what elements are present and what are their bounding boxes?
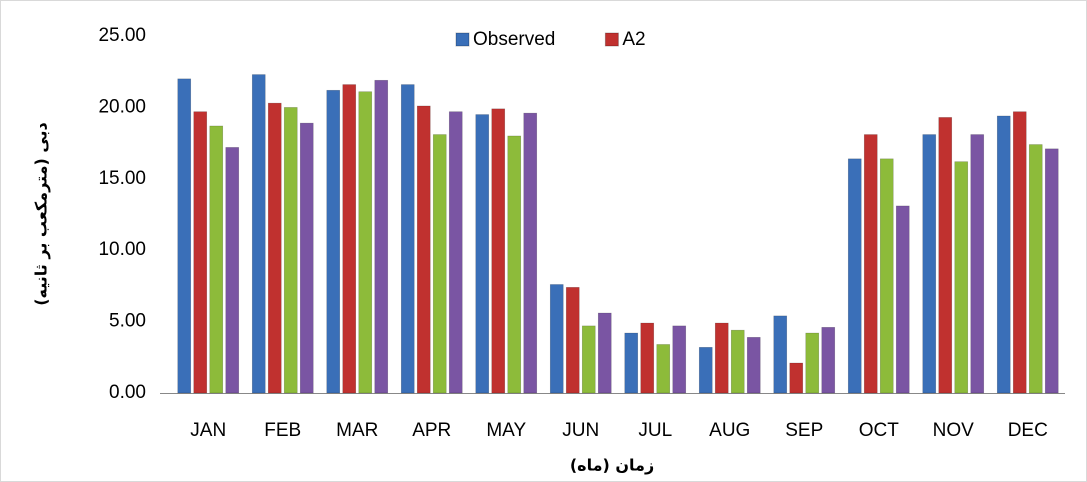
x-tick-label: APR: [412, 420, 451, 441]
bar: [374, 79, 389, 394]
bar: [225, 147, 240, 394]
bar: [416, 105, 431, 394]
legend-swatch: [455, 32, 470, 47]
y-tick-label: 0.00: [109, 382, 146, 403]
bar: [475, 114, 490, 394]
bar: [954, 161, 969, 394]
bar: [209, 125, 224, 394]
bar: [895, 205, 910, 394]
bar: [549, 284, 564, 394]
bar: [177, 78, 192, 394]
bar: [879, 158, 894, 394]
x-axis-title: زمان (ماه): [570, 456, 654, 475]
x-tick-label: NOV: [933, 420, 975, 441]
x-tick-label: SEP: [785, 420, 823, 441]
bar: [656, 344, 671, 394]
bar: [299, 122, 314, 394]
legend-label: Observed: [473, 29, 555, 50]
y-tick-label: 10.00: [98, 239, 146, 260]
bar: [193, 111, 208, 394]
bar: [523, 112, 538, 394]
bar: [938, 117, 953, 394]
bar: [267, 102, 282, 394]
x-tick-label: MAY: [486, 420, 526, 441]
bar: [922, 134, 937, 394]
bar: [251, 74, 266, 394]
x-tick-label: MAR: [336, 420, 378, 441]
bar: [821, 327, 836, 394]
y-axis-title: دبی (مترمکعب بر ثانیه): [32, 122, 51, 306]
legend-label: A2: [622, 29, 645, 50]
bar: [624, 332, 639, 394]
bar: [640, 322, 655, 394]
x-tick-label: AUG: [709, 420, 750, 441]
bar: [714, 322, 729, 394]
x-tick-label: OCT: [859, 420, 900, 441]
bar: [326, 89, 341, 394]
bar: [672, 325, 687, 394]
bar: [996, 115, 1011, 394]
bar: [507, 135, 522, 394]
bar: [597, 312, 612, 394]
bar: [491, 108, 506, 394]
bar: [789, 362, 804, 394]
y-tick-label: 25.00: [98, 25, 146, 46]
x-tick-label: JUL: [638, 420, 672, 441]
bar: [698, 347, 713, 394]
bar: [1012, 111, 1027, 394]
x-tick-label: FEB: [264, 420, 301, 441]
bar: [746, 337, 761, 394]
bar: [448, 111, 463, 394]
bar: [432, 134, 447, 394]
bar: [805, 332, 820, 394]
x-tick-label: JUN: [562, 420, 599, 441]
bar: [565, 287, 580, 394]
bar: [730, 329, 745, 394]
bar: [358, 91, 373, 394]
bar: [863, 134, 878, 394]
bar: [847, 158, 862, 394]
x-tick-label: DEC: [1008, 420, 1048, 441]
x-tick-label: JAN: [190, 420, 226, 441]
bar: [342, 84, 357, 394]
bar: [773, 315, 788, 394]
y-tick-label: 5.00: [109, 311, 146, 332]
bar: [970, 134, 985, 394]
bar: [283, 107, 298, 394]
bar: [1028, 144, 1043, 394]
y-tick-label: 20.00: [98, 96, 146, 117]
bar: [400, 84, 415, 394]
bar: [1044, 148, 1059, 394]
legend-swatch: [604, 32, 619, 47]
bar: [581, 325, 596, 394]
y-tick-label: 15.00: [98, 168, 146, 189]
